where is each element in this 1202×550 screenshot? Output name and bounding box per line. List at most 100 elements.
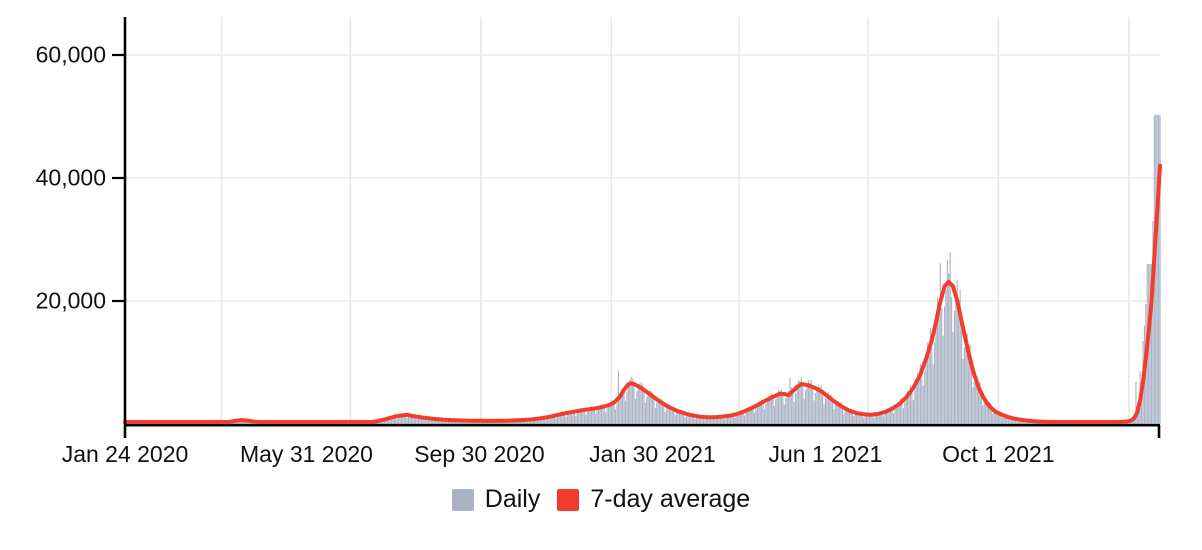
daily-bar	[675, 412, 678, 424]
daily-bar	[919, 364, 921, 424]
daily-bar	[607, 405, 610, 424]
daily-bar	[656, 402, 658, 424]
daily-bar	[822, 393, 824, 424]
daily-bar	[929, 328, 931, 424]
daily-bar	[881, 413, 883, 424]
daily-bar	[968, 348, 970, 424]
daily-bar	[237, 421, 240, 424]
daily-bar	[643, 390, 645, 424]
daily-bar	[427, 419, 430, 424]
daily-bar	[898, 402, 900, 424]
daily-bar	[814, 392, 817, 424]
daily-bar	[776, 395, 778, 424]
seven-day-average-line	[123, 163, 1162, 424]
daily-bar	[847, 407, 849, 424]
daily-bar	[840, 402, 842, 424]
daily-bar	[644, 402, 646, 424]
daily-bar	[948, 273, 950, 424]
daily-bar	[1010, 418, 1012, 424]
daily-bar	[555, 418, 557, 424]
daily-bar	[1017, 419, 1019, 424]
daily-bar	[983, 402, 985, 424]
daily-bar	[863, 417, 865, 424]
daily-bar	[666, 408, 668, 424]
daily-bar	[629, 380, 631, 424]
daily-bar	[959, 289, 961, 424]
daily-bar	[710, 416, 712, 424]
daily-bar	[426, 420, 428, 424]
daily-bar	[525, 421, 527, 424]
daily-bar	[1009, 415, 1011, 424]
daily-bar	[1000, 415, 1002, 424]
daily-bar	[769, 395, 771, 424]
daily-bar	[653, 397, 655, 424]
daily-bar	[965, 343, 967, 424]
daily-bar	[785, 398, 787, 424]
daily-bar	[714, 419, 716, 424]
daily-bar	[874, 415, 876, 424]
daily-bar	[969, 344, 971, 424]
daily-bar	[641, 384, 644, 424]
daily-bar	[996, 410, 998, 424]
daily-bar	[529, 419, 532, 424]
daily-bar	[719, 415, 722, 424]
daily-bar	[582, 408, 584, 424]
daily-bar	[528, 419, 530, 424]
daily-bar	[694, 418, 696, 424]
daily-bar	[1132, 419, 1134, 424]
daily-bar	[626, 391, 628, 424]
y-tick-label: 20,000	[35, 287, 106, 314]
daily-bar	[561, 412, 563, 424]
daily-bar	[722, 416, 724, 424]
daily-bar	[395, 416, 397, 424]
daily-bar	[417, 418, 420, 424]
daily-bar	[795, 393, 797, 424]
daily-bar	[943, 306, 946, 424]
daily-bar	[698, 415, 700, 424]
daily-bar	[573, 411, 576, 424]
daily-bar	[897, 402, 899, 424]
daily-bar	[837, 401, 839, 424]
daily-bar	[999, 411, 1001, 424]
daily-bar	[911, 392, 913, 424]
daily-bar	[790, 387, 792, 424]
daily-bar	[556, 416, 559, 424]
daily-bar	[609, 402, 611, 424]
daily-bar	[681, 411, 683, 424]
daily-bar	[839, 403, 841, 424]
daily-bar	[882, 416, 885, 424]
daily-bar	[620, 389, 622, 424]
daily-bar	[758, 401, 760, 424]
daily-bar	[430, 418, 432, 424]
daily-bar	[742, 412, 744, 424]
daily-bar	[985, 401, 987, 424]
daily-bar	[890, 406, 892, 424]
daily-bar	[770, 393, 773, 424]
daily-bar	[1003, 416, 1005, 424]
x-tick-label: Jan 24 2020	[61, 441, 189, 467]
daily-bar	[914, 390, 916, 424]
daily-bar	[752, 407, 754, 424]
daily-bar	[697, 416, 699, 424]
daily-bar	[972, 387, 974, 424]
daily-bar	[892, 413, 895, 424]
daily-bar	[654, 407, 656, 424]
daily-bar	[399, 415, 401, 424]
daily-bar	[403, 414, 405, 424]
daily-bar	[938, 301, 940, 424]
daily-bar	[775, 399, 777, 424]
daily-bar	[860, 411, 862, 424]
daily-bar	[994, 412, 997, 424]
daily-bar	[622, 388, 624, 424]
daily-bar	[755, 408, 757, 424]
daily-bar	[532, 418, 534, 424]
daily-bar	[392, 415, 394, 424]
daily-bar	[432, 417, 434, 424]
daily-bar	[562, 412, 564, 424]
daily-bar	[1013, 419, 1015, 424]
daily-bar	[683, 413, 685, 424]
daily-bar	[537, 419, 539, 424]
daily-bar	[402, 413, 404, 424]
daily-bar	[1016, 418, 1018, 424]
daily-bar	[657, 400, 659, 424]
